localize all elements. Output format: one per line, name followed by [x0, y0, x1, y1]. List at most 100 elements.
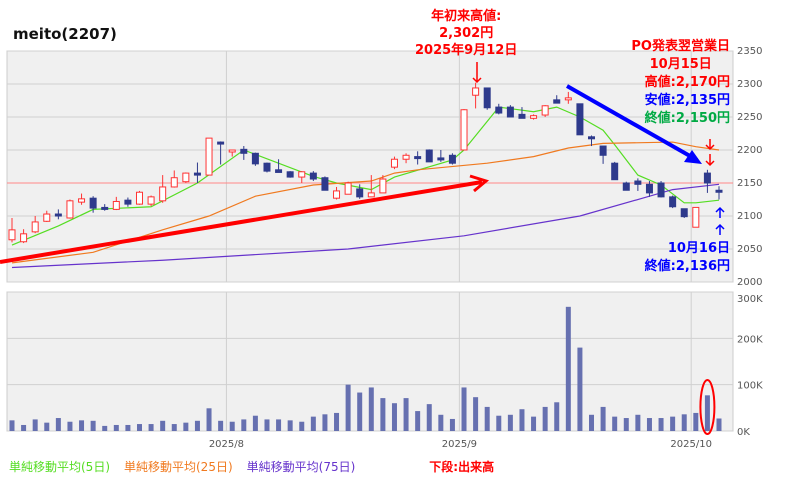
candle-body	[506, 106, 514, 118]
candle-body	[576, 103, 584, 136]
candle	[715, 186, 723, 200]
ytd-high-arrow-head	[472, 77, 482, 84]
volume-bar	[206, 408, 212, 431]
candle-body	[356, 188, 364, 198]
price-tick-label: 2100	[737, 211, 762, 222]
volume-bar	[415, 411, 421, 431]
volume-bar	[380, 398, 386, 431]
candle-body	[112, 200, 120, 210]
candle	[367, 175, 375, 198]
volume-bar	[612, 416, 618, 431]
chart-title: meito(2207)	[13, 25, 117, 43]
volume-bar	[461, 387, 467, 431]
candle-body	[101, 206, 109, 210]
volume-bar	[704, 395, 710, 431]
volume-bar	[519, 409, 525, 431]
volume-bar	[542, 406, 548, 431]
candle-body	[333, 190, 341, 199]
candle-body	[483, 87, 491, 109]
candle-body	[298, 171, 306, 178]
candle-body	[159, 186, 167, 202]
candle	[692, 206, 700, 228]
volume-bar	[148, 424, 154, 431]
candle	[402, 153, 410, 164]
oct16-arrow-1-head	[715, 206, 725, 213]
candle	[437, 150, 445, 162]
volume-bar	[55, 418, 61, 431]
candle	[680, 208, 688, 218]
candle-body	[263, 162, 271, 172]
volume-bar	[9, 420, 15, 431]
legend-ma5: 単純移動平均(5日)	[9, 460, 110, 474]
candle	[564, 91, 572, 104]
volume-bar	[531, 416, 537, 431]
volume-bar	[79, 420, 85, 431]
candle-body	[217, 141, 225, 145]
volume-bar	[426, 404, 432, 431]
candle	[159, 175, 167, 203]
candle-body	[437, 157, 445, 161]
candle-body	[135, 191, 143, 205]
candle-body	[275, 169, 283, 173]
candle	[390, 156, 398, 170]
volume-bar	[21, 424, 27, 431]
candle-body	[715, 189, 723, 193]
volume-bar	[403, 398, 409, 431]
candle-body	[634, 180, 642, 185]
candle-body	[402, 154, 410, 160]
candle-body	[657, 182, 665, 198]
volume-bar	[299, 421, 305, 431]
price-tick-label: 2250	[737, 112, 762, 123]
volume-bar	[67, 421, 73, 431]
po-high: 高値:2,170円	[644, 75, 730, 90]
oct16-close: 終値:2,136円	[644, 259, 730, 274]
candle-body	[390, 158, 398, 168]
oct16-arrow-2-head	[715, 223, 725, 230]
price-panel	[6, 50, 734, 283]
candle	[251, 152, 259, 166]
candle-body	[448, 154, 456, 164]
candle-body	[703, 172, 711, 184]
volume-bar	[264, 419, 270, 431]
candle-body	[66, 200, 74, 219]
candle-body	[20, 233, 28, 243]
volume-bar	[368, 387, 374, 431]
candle-body	[622, 182, 630, 191]
candle	[541, 105, 549, 117]
volume-bar	[322, 414, 328, 431]
oct16-annotation: 10月16日 終値:2,136円	[645, 240, 730, 276]
price-tick-label: 2350	[737, 46, 762, 57]
candle-body	[182, 172, 190, 183]
candle-body	[588, 136, 596, 140]
candle	[425, 149, 433, 163]
po-low: 安値:2,135円	[644, 93, 730, 108]
volume-bar	[670, 416, 676, 431]
po-annotation: PO発表翌営業日 10月15日 高値:2,170円 安値:2,135円 終値:2…	[631, 38, 730, 128]
candle-body	[309, 172, 317, 180]
candle-body	[414, 156, 422, 160]
candle	[66, 199, 74, 219]
candle	[622, 181, 630, 191]
volume-bar	[32, 419, 38, 431]
candle	[448, 153, 456, 165]
candle	[286, 171, 294, 178]
candle	[645, 181, 653, 197]
volume-bar	[646, 418, 652, 431]
candle	[20, 229, 28, 244]
volume-bar	[484, 406, 490, 431]
volume-bar	[44, 422, 50, 431]
volume-bar	[276, 419, 282, 431]
candle	[333, 186, 341, 200]
volume-bar	[113, 424, 119, 431]
candle-body	[645, 183, 653, 194]
ytd-high-price: 2,302円	[439, 26, 494, 41]
volume-bar	[102, 425, 108, 431]
candle-body	[472, 87, 480, 96]
candle	[657, 181, 665, 198]
candle-body	[564, 97, 572, 101]
volume-bar	[160, 420, 166, 431]
candle	[518, 107, 526, 119]
candle	[298, 171, 306, 183]
candle-body	[599, 145, 607, 156]
